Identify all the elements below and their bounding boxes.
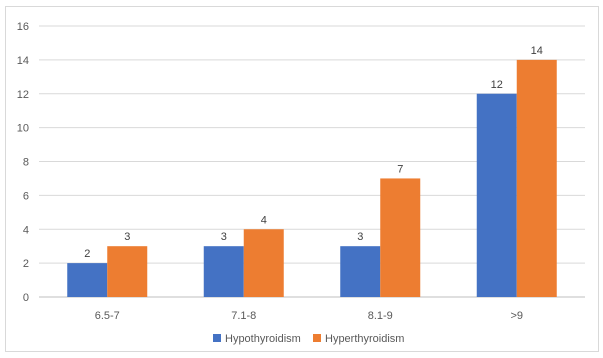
x-tick-label: >9 [510, 310, 523, 322]
y-tick-label: 14 [17, 55, 29, 67]
legend: Hypothyroidism Hyperthyroidism [213, 333, 404, 345]
data-label: 4 [261, 214, 267, 226]
y-tick-label: 10 [17, 123, 29, 135]
x-tick-label: 8.1-9 [368, 310, 393, 322]
y-tick-label: 0 [23, 292, 29, 304]
bars [67, 59, 557, 297]
data-labels: 2 3 3 4 3 7 12 14 [84, 45, 543, 260]
bar-hypothyroidism-2 [340, 246, 381, 297]
data-label: 3 [221, 231, 227, 243]
data-label: 7 [397, 163, 403, 175]
bar-hyperthyroidism-3 [516, 59, 557, 297]
bar-hypothyroidism-3 [476, 93, 517, 297]
x-tick-label: 7.1-8 [231, 310, 256, 322]
legend-label-hyperthyroidism: Hyperthyroidism [325, 333, 404, 345]
legend-swatch-hypothyroidism [213, 334, 221, 342]
legend-swatch-hyperthyroidism [313, 334, 321, 342]
data-label: 2 [84, 248, 90, 260]
data-label: 14 [531, 45, 543, 57]
bar-hypothyroidism-0 [67, 263, 108, 297]
y-tick-label: 8 [23, 157, 29, 169]
y-tick-label: 16 [17, 21, 29, 33]
data-label: 3 [357, 231, 363, 243]
bar-hyperthyroidism-0 [107, 246, 148, 297]
data-label: 3 [124, 231, 130, 243]
x-tick-label: 6.5-7 [95, 310, 120, 322]
y-tick-label: 12 [17, 89, 29, 101]
y-tick-label: 4 [23, 224, 29, 236]
y-axis-ticks: 0 2 4 6 8 10 12 14 16 [17, 21, 29, 304]
bar-hyperthyroidism-2 [380, 178, 421, 297]
x-axis-ticks: 6.5-7 7.1-8 8.1-9 >9 [95, 310, 523, 322]
bar-hyperthyroidism-1 [243, 229, 284, 297]
y-tick-label: 2 [23, 258, 29, 270]
legend-label-hypothyroidism: Hypothyroidism [225, 333, 301, 345]
bar-hypothyroidism-1 [203, 246, 244, 297]
y-tick-label: 6 [23, 190, 29, 202]
data-label: 12 [491, 79, 503, 91]
